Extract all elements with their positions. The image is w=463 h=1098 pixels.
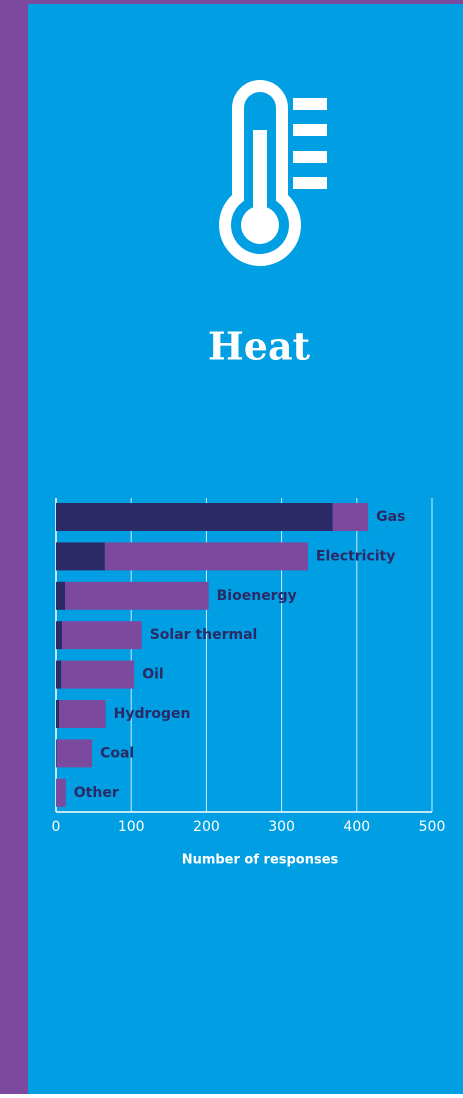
category-label: Coal <box>100 745 134 761</box>
bar-segment <box>59 700 106 728</box>
x-axis-label: Number of responses <box>182 853 339 868</box>
category-label: Electricity <box>316 548 395 564</box>
category-label: Hydrogen <box>114 706 191 722</box>
bar-segment <box>56 581 66 610</box>
bar-segment <box>332 503 369 531</box>
category-label: Solar thermal <box>150 627 258 643</box>
x-tick-label: 100 <box>118 819 145 835</box>
chart: 0 100 200 300 400 500 Gas Electricity Bioenergy S… <box>52 498 446 868</box>
bar-segment <box>61 660 135 689</box>
bar-segment <box>56 778 66 807</box>
bar-segment <box>104 542 308 571</box>
category-label: Other <box>74 785 119 801</box>
thermometer-icon <box>219 80 327 266</box>
x-tick-label: 0 <box>52 819 61 835</box>
bar-segment <box>56 542 105 571</box>
x-tick-label: 300 <box>268 819 295 835</box>
top-border <box>0 0 463 4</box>
side-stripe <box>0 0 28 1094</box>
bar-segment <box>56 700 60 728</box>
bar-segment <box>56 503 333 531</box>
bar-segment <box>56 621 63 650</box>
bar-segment <box>65 581 209 610</box>
bar-segment <box>62 621 142 650</box>
category-label: Bioenergy <box>217 588 297 604</box>
x-tick-label: 200 <box>193 819 220 835</box>
x-tick-label: 400 <box>343 819 370 835</box>
bar-segment <box>56 660 62 689</box>
category-label: Gas <box>376 509 405 525</box>
title: Heat <box>208 324 311 369</box>
bar-segment <box>56 739 57 768</box>
bar-segment <box>56 739 93 768</box>
x-tick-label: 500 <box>419 819 446 835</box>
category-label: Oil <box>142 667 164 683</box>
